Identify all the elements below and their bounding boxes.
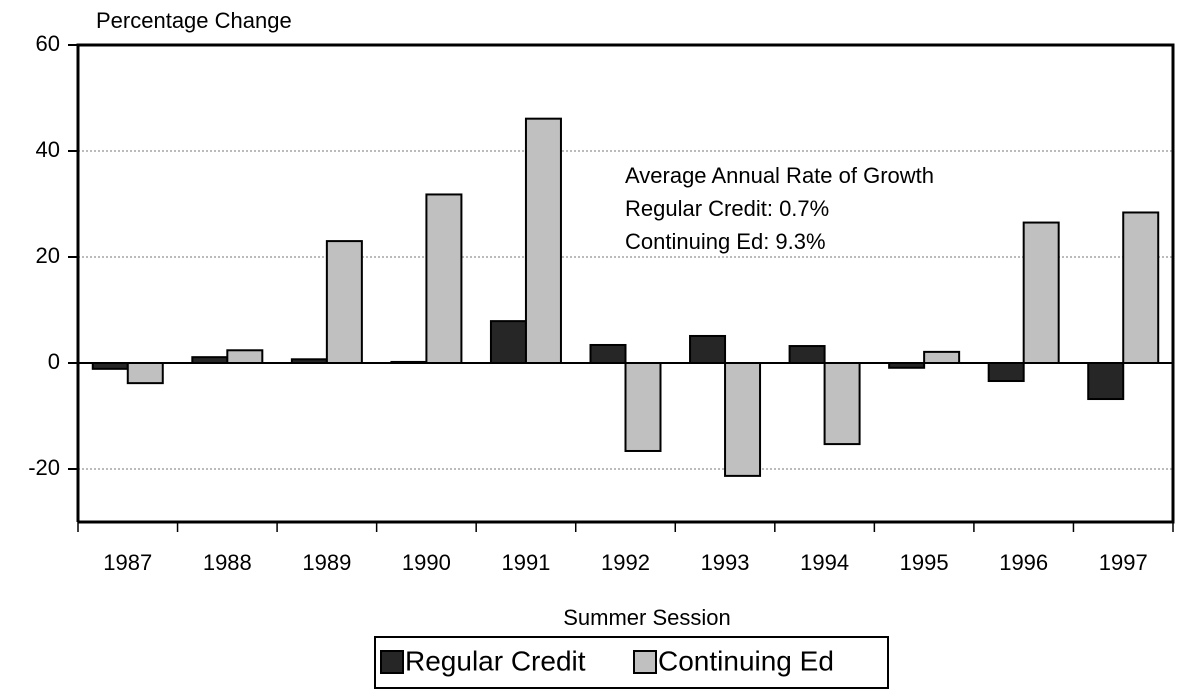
x-tick-label: 1987	[103, 550, 152, 575]
x-tick-label: 1991	[501, 550, 550, 575]
y-tick-label: 20	[36, 243, 60, 268]
x-tick-label: 1992	[601, 550, 650, 575]
bar	[290, 358, 328, 365]
x-tick-label: 1988	[203, 550, 252, 575]
bar	[226, 349, 264, 364]
x-axis-label: Summer Session	[563, 605, 731, 630]
bar	[624, 362, 662, 452]
x-tick-label: 1993	[701, 550, 750, 575]
bar	[325, 240, 363, 365]
x-tick-label: 1990	[402, 550, 451, 575]
y-axis-label: Percentage Change	[96, 8, 292, 33]
bar	[1122, 211, 1160, 364]
bar	[126, 362, 164, 385]
bar	[191, 356, 229, 365]
y-tick-label: 0	[48, 349, 60, 374]
legend-swatch	[633, 650, 657, 674]
legend-label: Continuing Ed	[658, 645, 834, 676]
bar	[888, 362, 926, 369]
bar	[724, 362, 762, 477]
bar	[1087, 362, 1125, 401]
bar	[1022, 221, 1060, 364]
bar	[489, 320, 527, 365]
bar	[524, 117, 562, 364]
x-tick-label: 1997	[1099, 550, 1148, 575]
legend-box	[374, 636, 889, 689]
bar	[390, 360, 428, 365]
bar	[91, 362, 129, 370]
plot-frame	[76, 43, 1175, 524]
bar	[987, 362, 1025, 383]
x-tick-label: 1996	[999, 550, 1048, 575]
legend-label: Regular Credit	[405, 645, 586, 676]
y-tick-label: 40	[36, 137, 60, 162]
bar	[788, 345, 826, 365]
legend-swatch	[380, 650, 404, 674]
bar	[589, 343, 627, 365]
bar	[689, 334, 727, 365]
y-tick-label: 60	[36, 31, 60, 56]
bar	[923, 350, 961, 364]
bar	[425, 193, 463, 364]
annotation: Regular Credit: 0.7%	[625, 196, 829, 221]
x-tick-label: 1994	[800, 550, 849, 575]
annotation: Average Annual Rate of Growth	[625, 163, 934, 188]
x-tick-label: 1989	[302, 550, 351, 575]
y-tick-label: -20	[28, 455, 60, 480]
x-tick-label: 1995	[900, 550, 949, 575]
annotation: Continuing Ed: 9.3%	[625, 229, 826, 254]
bar	[823, 362, 861, 446]
